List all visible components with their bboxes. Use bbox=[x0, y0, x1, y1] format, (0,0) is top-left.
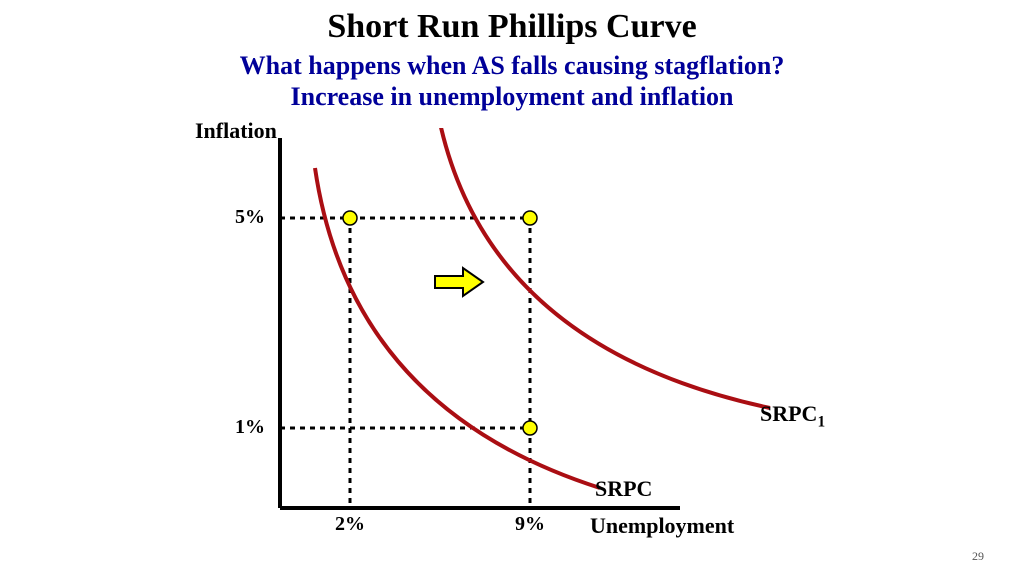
srpc1-curve bbox=[440, 128, 770, 408]
y-axis-label: Inflation bbox=[195, 118, 277, 144]
x-tick-9: 9% bbox=[515, 513, 545, 536]
page-title: Short Run Phillips Curve bbox=[0, 8, 1024, 46]
srpc1-label-base: SRPC bbox=[760, 401, 817, 426]
subtitle-line1: What happens when AS falls causing stagf… bbox=[240, 51, 785, 80]
x-axis-label: Unemployment bbox=[590, 513, 734, 539]
subtitle-line2: Increase in unemployment and inflation bbox=[290, 82, 733, 111]
subtitle: What happens when AS falls causing stagf… bbox=[0, 50, 1024, 112]
data-point bbox=[523, 421, 537, 435]
y-tick-5: 5% bbox=[235, 206, 265, 229]
data-point bbox=[343, 211, 357, 225]
x-tick-2: 2% bbox=[335, 513, 365, 536]
chart-svg bbox=[180, 128, 880, 568]
page-number: 29 bbox=[972, 549, 984, 564]
y-tick-1: 1% bbox=[235, 416, 265, 439]
phillips-curve-chart: Inflation Unemployment 5% 1% 2% 9% SRPC … bbox=[180, 128, 880, 568]
shift-arrow-icon bbox=[435, 268, 483, 296]
srpc1-label: SRPC1 bbox=[760, 401, 825, 431]
srpc-label: SRPC bbox=[595, 476, 652, 502]
data-point bbox=[523, 211, 537, 225]
srpc1-label-sub: 1 bbox=[817, 413, 825, 430]
srpc-curve bbox=[315, 168, 600, 488]
